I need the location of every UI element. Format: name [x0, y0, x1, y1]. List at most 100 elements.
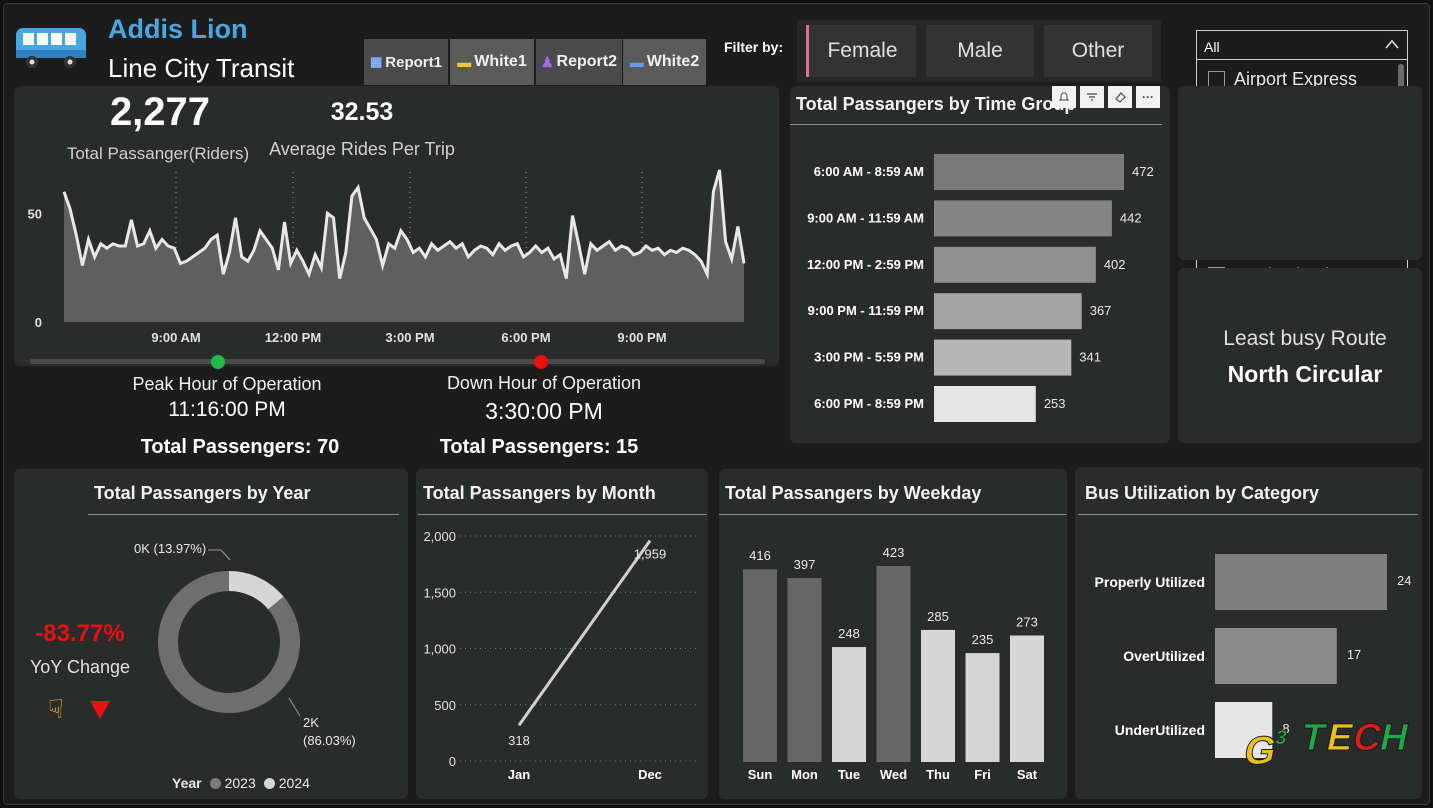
leader-line: [220, 549, 231, 561]
utilization-bar: [1215, 702, 1273, 758]
legend-dot-2024: [263, 777, 275, 789]
route-dropdown-value: All: [1204, 39, 1220, 55]
more-icon[interactable]: ···: [1136, 86, 1160, 108]
bell-icon[interactable]: [1052, 86, 1076, 108]
nav-white1[interactable]: ▬ White1: [450, 39, 534, 85]
by-year-card: [14, 469, 408, 799]
utilization-bar: [1215, 628, 1337, 684]
svg-text:3: 3: [1273, 727, 1289, 749]
x-tick-label: Dec: [638, 767, 662, 782]
bar-value-label: 285: [927, 609, 949, 624]
yoy-label: YoY Change: [29, 657, 131, 677]
y-tick-label: 0: [449, 754, 456, 769]
by-month-divider: [418, 514, 707, 515]
data-label: 1,959: [634, 547, 667, 562]
time-group-bar: [934, 154, 1124, 190]
weekday-bar: [965, 653, 1000, 762]
legend-2023: 2023: [224, 775, 256, 791]
weekday-bar: [921, 629, 955, 762]
least-busy-card: [1178, 268, 1422, 443]
bar-value-label: 416: [749, 548, 771, 563]
time-group-chart: 6:00 AM - 8:59 AM 472 9:00 AM - 11:59 AM 44…: [807, 154, 1154, 422]
brand-name: Addis Lion: [108, 14, 248, 44]
by-year-divider: [88, 514, 399, 515]
route-option-label: Airport Express: [1234, 68, 1358, 89]
bar-value-label: 235: [972, 632, 994, 647]
x-tick-label: Fri: [974, 767, 991, 782]
x-tick-label: Mon: [791, 767, 818, 782]
down-hour-total: Total Passengers: 15: [439, 436, 639, 458]
peak-hour-value: 11:16:00 PM: [168, 398, 286, 421]
x-tick-label: Wed: [880, 767, 907, 782]
category-label: OverUtilized: [1123, 648, 1205, 664]
bar-value-label: 367: [1090, 303, 1112, 318]
bar-value-label: 273: [1016, 615, 1038, 630]
bar-value-label: 472: [1132, 164, 1154, 179]
weekday-bar: [1010, 635, 1044, 762]
filter-icon[interactable]: [1080, 86, 1104, 108]
bar-value-label: 24: [1397, 573, 1411, 588]
bar-value-label: 8: [1282, 721, 1289, 736]
svg-text:G: G: [1240, 727, 1281, 772]
total-passengers-label: Total Passanger(Riders): [66, 144, 250, 163]
route-dropdown[interactable]: All: [1196, 30, 1408, 60]
x-tick-label: Tue: [838, 767, 860, 782]
category-label: Properly Utilized: [1095, 574, 1205, 590]
x-tick-label: 9:00 PM: [617, 330, 666, 345]
nav-white2[interactable]: ▬ White2: [623, 39, 706, 85]
legend-2024: 2024: [278, 775, 310, 791]
timeline-chart: 0 50 9:00 AM 12:00 PM 3:00 PM 6:00 PM 9:00 PM: [28, 169, 746, 345]
time-group-title: Total Passangers by Time Group: [796, 94, 1076, 114]
x-tick-label: 12:00 PM: [265, 330, 321, 345]
by-weekday-chart: 416 Sun 397 Mon 248 Tue 423 Wed 285 Thu 235 Fri 273 S…: [743, 545, 1044, 782]
leader-line: [288, 697, 301, 717]
by-month-title: Total Passangers by Month: [423, 483, 656, 503]
peak-hour-label: Peak Hour of Operation: [132, 374, 322, 394]
least-busy-value: North Circular: [1227, 361, 1383, 387]
filter-female[interactable]: Female: [806, 25, 916, 77]
weekday-bar: [743, 569, 777, 762]
bar-value-label: 423: [883, 545, 905, 560]
nav-report1[interactable]: ▦ Report1: [364, 39, 448, 85]
bus-logo-icon: [14, 24, 90, 70]
brand-subtitle: Line City Transit: [108, 53, 295, 83]
bar-value-label: 341: [1079, 350, 1101, 365]
month-line: [517, 539, 652, 727]
slice-label-2023: 0K (13.97%): [134, 541, 206, 556]
by-weekday-divider: [719, 514, 1067, 515]
yoy-value: -83.77%: [35, 620, 125, 647]
legend-title: Year: [172, 775, 202, 791]
y-tick-label: 1,500: [423, 585, 456, 600]
person-icon: ♟: [540, 53, 554, 70]
x-tick-label: 9:00 AM: [151, 330, 200, 345]
nav-white1-label: White1: [474, 53, 527, 70]
filter-male[interactable]: Male: [926, 25, 1034, 77]
bar-value-label: 248: [838, 626, 860, 641]
bar-value-label: 253: [1044, 396, 1066, 411]
bar-value-label: 397: [794, 557, 816, 572]
category-label: 6:00 AM - 8:59 AM: [814, 164, 924, 179]
category-label: 6:00 PM - 8:59 PM: [814, 396, 924, 411]
slider-end-handle[interactable]: [534, 355, 548, 369]
slider-start-handle[interactable]: [211, 355, 225, 369]
filter-female-label: Female: [827, 39, 898, 62]
slice-label-2024: (86.03%): [303, 733, 356, 748]
x-tick-label: 3:00 PM: [385, 330, 434, 345]
bar-value-label: 402: [1104, 257, 1126, 272]
weekday-bar: [787, 578, 822, 762]
y-tick-label: 2,000: [423, 529, 456, 544]
x-tick-label: Thu: [926, 767, 950, 782]
g3-tech-logo: G 3 T E C H: [1240, 716, 1413, 774]
checkbox[interactable]: [1208, 70, 1225, 88]
eraser-icon[interactable]: [1108, 86, 1132, 108]
nav-report2[interactable]: ♟ Report2: [536, 39, 622, 85]
filter-other[interactable]: Other: [1044, 25, 1152, 77]
bar-value-label: 17: [1347, 647, 1361, 662]
x-tick-label: Jan: [508, 767, 530, 782]
time-range-slider-track[interactable]: [30, 359, 765, 364]
timeline-area: [64, 170, 744, 322]
y-tick-label: 0: [35, 315, 42, 330]
data-label: 318: [508, 733, 530, 748]
category-label: UnderUtilized: [1115, 722, 1205, 738]
time-group-bar: [934, 200, 1112, 237]
